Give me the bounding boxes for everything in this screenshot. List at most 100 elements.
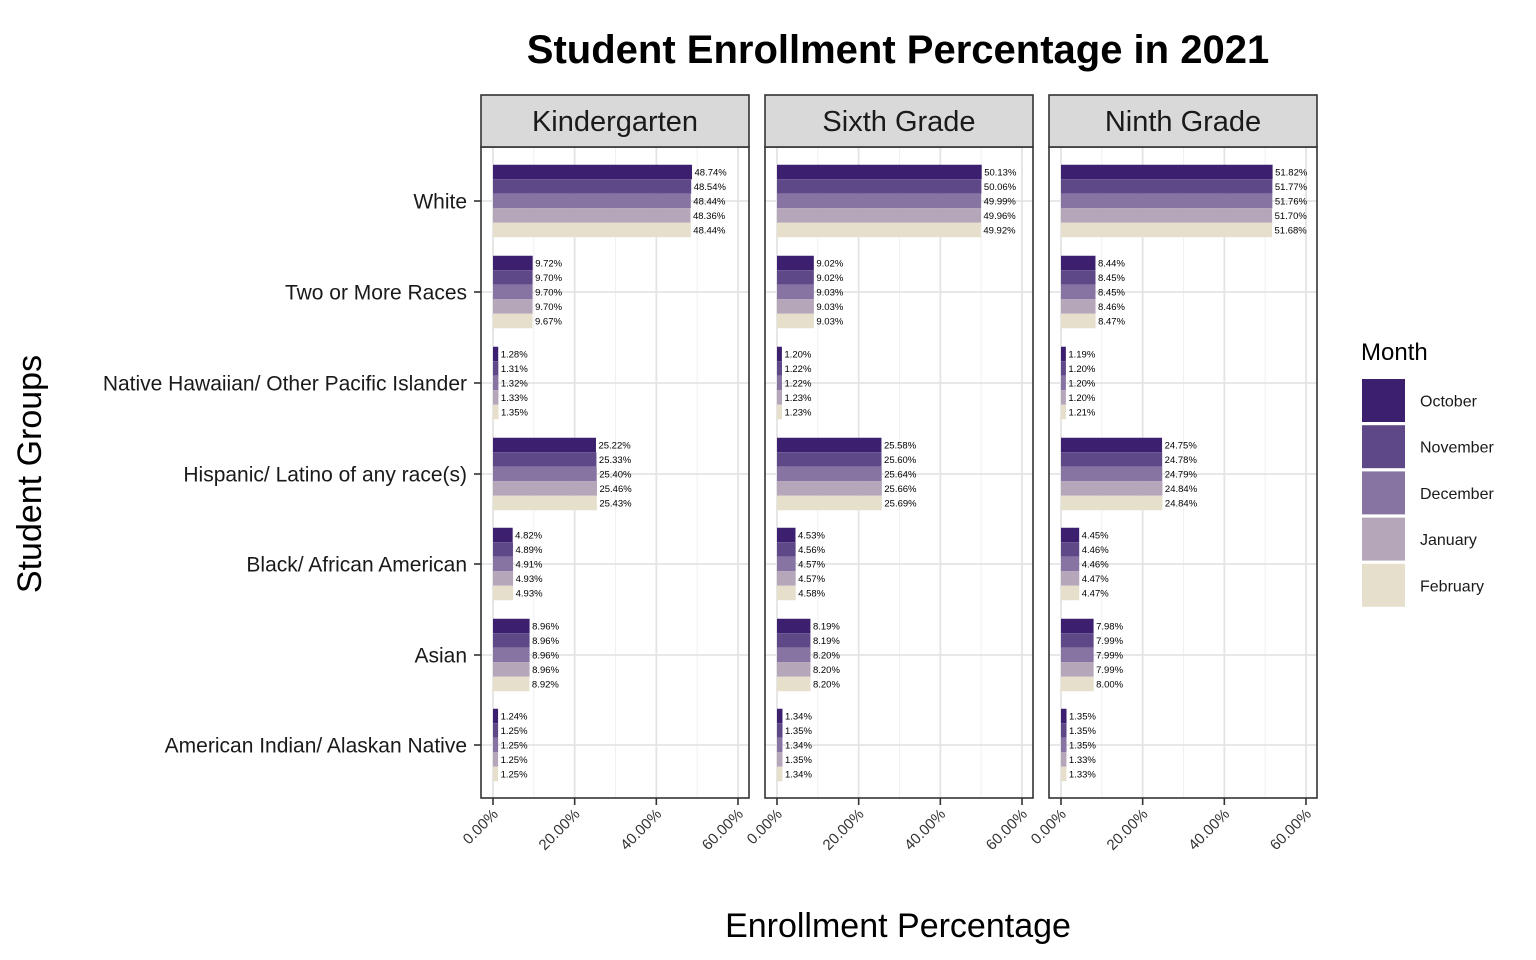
- bar-native-hawaiian-other-pacific-islander-december: [1061, 375, 1066, 391]
- bar-white-december: [1061, 193, 1273, 209]
- facet-strip-label: Kindergarten: [532, 106, 698, 138]
- bar-hispanic-latino-of-any-race-s-february: [493, 495, 597, 511]
- data-label: 25.40%: [599, 469, 632, 480]
- data-label: 1.32%: [501, 378, 528, 389]
- bar-black-african-american-october: [777, 527, 796, 543]
- panel-sixth-grade: 50.13% 50.06% 49.99% 49.96% 49.92% 9.02% 9.02%…: [744, 94, 1034, 854]
- data-label: 1.34%: [785, 711, 812, 722]
- bar-hispanic-latino-of-any-race-s-january: [1061, 481, 1163, 496]
- bar-two-or-more-races-february: [777, 313, 814, 329]
- bar-hispanic-latino-of-any-race-s-october: [493, 437, 596, 453]
- bar-american-indian-alaskan-native-november: [493, 723, 499, 738]
- data-label: 1.25%: [501, 769, 528, 780]
- data-label: 9.70%: [535, 287, 562, 298]
- data-label: 4.58%: [798, 588, 825, 599]
- data-label: 1.28%: [501, 349, 528, 360]
- data-label: 24.84%: [1165, 484, 1198, 495]
- x-tick-label: 60.00%: [983, 806, 1031, 854]
- x-tick-label: 40.00%: [1185, 806, 1233, 854]
- bar-two-or-more-races-january: [1061, 299, 1096, 314]
- data-label: 1.23%: [785, 393, 812, 404]
- data-label: 1.35%: [1069, 726, 1096, 737]
- bar-hispanic-latino-of-any-race-s-february: [1061, 495, 1163, 511]
- data-label: 9.67%: [535, 316, 562, 327]
- bar-asian-december: [493, 647, 530, 663]
- data-label: 25.58%: [884, 440, 917, 451]
- bar-two-or-more-races-december: [493, 284, 533, 300]
- legend-label-october: October: [1420, 394, 1478, 411]
- data-label: 25.60%: [884, 455, 917, 466]
- panel-kindergarten: 48.74% 48.54% 48.44% 48.36% 48.44% 9.72% 9.70%…: [103, 94, 750, 854]
- data-label: 1.22%: [784, 364, 811, 375]
- data-label: 48.44%: [693, 225, 726, 236]
- bar-american-indian-alaskan-native-october: [777, 708, 783, 724]
- data-label: 1.24%: [501, 711, 528, 722]
- data-label: 8.00%: [1096, 679, 1123, 690]
- data-label: 48.54%: [694, 182, 727, 193]
- data-label: 4.82%: [515, 530, 542, 541]
- bar-black-african-american-january: [493, 571, 514, 586]
- bar-asian-november: [1061, 633, 1094, 648]
- bar-hispanic-latino-of-any-race-s-january: [777, 481, 882, 496]
- bar-white-october: [1061, 164, 1273, 180]
- bar-american-indian-alaskan-native-february: [777, 766, 783, 782]
- data-label: 25.22%: [598, 440, 631, 451]
- bar-white-november: [1061, 179, 1273, 194]
- data-label: 25.64%: [884, 469, 917, 480]
- bar-white-november: [493, 179, 692, 194]
- data-label: 8.20%: [813, 650, 840, 661]
- bar-black-african-american-february: [777, 585, 796, 601]
- data-label: 1.23%: [785, 407, 812, 418]
- bar-two-or-more-races-october: [493, 255, 533, 271]
- facet-strip-label: Sixth Grade: [822, 106, 975, 138]
- data-label: 8.92%: [532, 679, 559, 690]
- data-label: 4.57%: [798, 574, 825, 585]
- y-category-label: Hispanic/ Latino of any race(s): [183, 464, 467, 487]
- data-label: 4.91%: [516, 559, 543, 570]
- data-label: 1.33%: [1069, 769, 1096, 780]
- data-label: 8.44%: [1098, 258, 1125, 269]
- data-label: 9.02%: [816, 273, 843, 284]
- bar-black-african-american-january: [1061, 571, 1080, 586]
- data-label: 24.78%: [1165, 455, 1198, 466]
- bar-native-hawaiian-other-pacific-islander-december: [493, 375, 499, 391]
- bar-two-or-more-races-january: [493, 299, 533, 314]
- bar-native-hawaiian-other-pacific-islander-february: [777, 404, 783, 420]
- data-label: 1.33%: [501, 393, 528, 404]
- legend-key-october: [1362, 379, 1405, 422]
- bar-hispanic-latino-of-any-race-s-november: [777, 452, 882, 467]
- facet-strip: [1048, 94, 1318, 148]
- data-label: 1.31%: [501, 364, 528, 375]
- bar-american-indian-alaskan-native-december: [493, 737, 499, 753]
- data-label: 9.03%: [816, 287, 843, 298]
- data-label: 9.02%: [816, 258, 843, 269]
- bar-two-or-more-races-january: [777, 299, 814, 314]
- bar-native-hawaiian-other-pacific-islander-december: [777, 375, 782, 391]
- bar-black-african-american-october: [1061, 527, 1080, 543]
- bar-american-indian-alaskan-native-january: [1061, 752, 1067, 767]
- bar-hispanic-latino-of-any-race-s-january: [493, 481, 597, 496]
- data-label: 1.22%: [784, 378, 811, 389]
- legend-key-december: [1362, 471, 1405, 515]
- facet-strip: [480, 94, 750, 148]
- y-category-label: Asian: [414, 645, 467, 668]
- legend-label-january: January: [1420, 532, 1477, 549]
- data-label: 1.35%: [785, 755, 812, 766]
- bar-white-january: [777, 208, 982, 223]
- data-label: 8.96%: [532, 621, 559, 632]
- bar-white-november: [777, 179, 982, 194]
- x-tick-label: 20.00%: [536, 806, 584, 854]
- bar-two-or-more-races-november: [777, 270, 814, 285]
- data-label: 8.46%: [1098, 302, 1125, 313]
- bar-asian-october: [493, 618, 530, 634]
- data-label: 9.03%: [816, 316, 843, 327]
- y-category-label: White: [413, 191, 467, 214]
- legend-key-february: [1362, 563, 1405, 607]
- data-label: 1.20%: [1068, 393, 1095, 404]
- data-label: 50.06%: [984, 182, 1017, 193]
- bar-hispanic-latino-of-any-race-s-december: [1061, 466, 1163, 482]
- bar-native-hawaiian-other-pacific-islander-november: [1061, 361, 1066, 376]
- bar-american-indian-alaskan-native-october: [493, 708, 499, 724]
- x-tick-label: 20.00%: [820, 806, 868, 854]
